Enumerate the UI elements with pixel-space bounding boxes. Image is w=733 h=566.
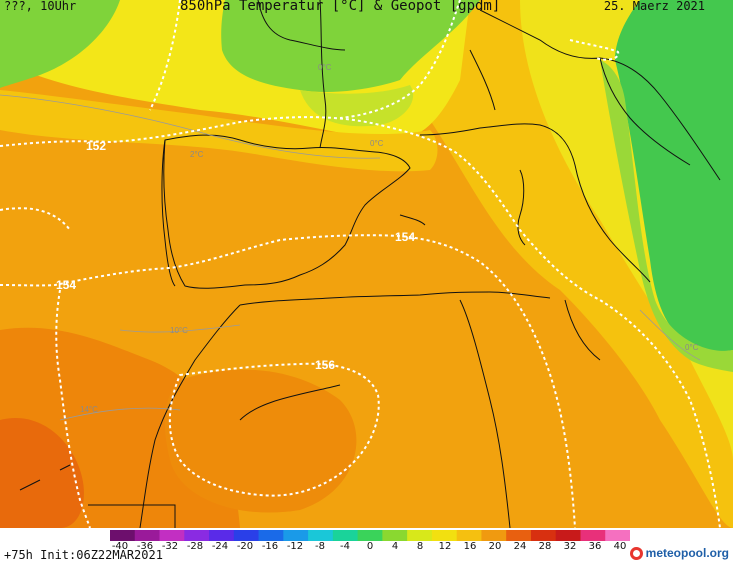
field-lightgreen-east	[600, 60, 733, 372]
coastlines	[19, 0, 721, 528]
colorbar-tick-label: 8	[416, 541, 424, 552]
isoline-label-152: 152	[86, 139, 106, 153]
colorbar-tick-label: -24	[211, 541, 229, 552]
colorbar-segment	[258, 530, 284, 541]
geopotential-isolines	[0, 0, 721, 528]
colorbar-tick-label: -20	[236, 541, 254, 552]
colorbar-tick-label: -8	[315, 541, 325, 552]
colorbar-segment	[555, 530, 581, 541]
colorbar-segment	[184, 530, 210, 541]
field-green-north	[221, 0, 480, 92]
colorbar-ticks: -40 -36 -32 -28 -24 -20 -16 -12 -8 -4 0 4 8 12 16 20 24 2…	[110, 541, 630, 555]
temp-label: 0°C	[370, 139, 384, 148]
temp-label: 0°C	[685, 343, 699, 352]
colorbar-segment	[209, 530, 235, 541]
field-green-nw	[0, 0, 120, 88]
colorbar-tick-label: 0	[366, 541, 374, 552]
colorbar-segment	[134, 530, 161, 541]
colorbar-tick-label: 4	[391, 541, 399, 552]
colorbar-tick-label: 36	[588, 541, 602, 552]
colorbar-segment	[407, 530, 433, 541]
colorbar-segment	[431, 530, 458, 541]
colorbar-segment	[110, 530, 136, 541]
colorbar-tick-label: 40	[613, 541, 627, 552]
temp-label: 14°C	[80, 405, 98, 414]
colorbar-tick-label: -36	[136, 541, 154, 552]
forecast-time-label: ???, 10Uhr	[4, 0, 77, 13]
temp-label: 0°C	[318, 63, 332, 72]
brand-text: meteopool.org	[645, 546, 729, 560]
colorbar-segment	[481, 530, 507, 541]
colorbar-segment	[530, 530, 557, 541]
isoline-label-154-east: 154	[395, 230, 415, 244]
colorbar-segment	[456, 530, 482, 541]
colorbar-tick-label: 20	[488, 541, 502, 552]
temp-label: 10°C	[170, 326, 188, 335]
colorbar-segment	[382, 530, 408, 541]
field-warm-core	[164, 369, 357, 513]
colorbar-segment	[159, 530, 185, 541]
colorbar-tick-label: 16	[463, 541, 477, 552]
temperature-map: 152 154 154 156 0°C 2°C 0°C 10°C 14°C 0°…	[0, 0, 733, 528]
colorbar-tick-label: -4	[340, 541, 350, 552]
colorbar-tick-label: -16	[261, 541, 279, 552]
colorbar-segment	[506, 530, 532, 541]
field-deep-red	[0, 418, 84, 528]
colorbar-tick-label: -40	[111, 541, 129, 552]
colorbar-segment	[332, 530, 359, 541]
meteopool-logo[interactable]: meteopool.org	[629, 546, 729, 560]
isotherms	[0, 94, 701, 421]
colorbar-tick-label: 32	[563, 541, 577, 552]
colorbar-segment	[233, 530, 260, 541]
temperature-colorbar	[110, 530, 630, 541]
colorbar-tick-label: -32	[161, 541, 179, 552]
colorbar-tick-label: -12	[286, 541, 304, 552]
colorbar-segment	[580, 530, 606, 541]
colorbar-segment	[283, 530, 309, 541]
field-lightgreen-north	[300, 85, 414, 127]
colorbar-tick-label: 28	[538, 541, 552, 552]
meteopool-logo-icon	[629, 546, 643, 560]
colorbar-tick-label: 24	[513, 541, 527, 552]
colorbar-tick-label: -28	[186, 541, 204, 552]
colorbar-segment	[357, 530, 383, 541]
map-title: 850hPa Temperatur [°C] & Geopot [gpdm]	[180, 0, 501, 14]
colorbar-tick-label: 12	[438, 541, 452, 552]
forecast-date: 25. Maerz 2021	[603, 0, 705, 13]
isoline-label-154-west: 154	[56, 278, 76, 292]
isoline-label-156: 156	[315, 358, 335, 372]
field-orange-north	[0, 90, 438, 172]
init-time-label: +75h Init:06Z22MAR2021	[4, 548, 163, 562]
colorbar-segment	[605, 530, 630, 541]
temp-label: 2°C	[190, 150, 204, 159]
field-green-east	[615, 0, 733, 352]
colorbar-segment	[308, 530, 334, 541]
